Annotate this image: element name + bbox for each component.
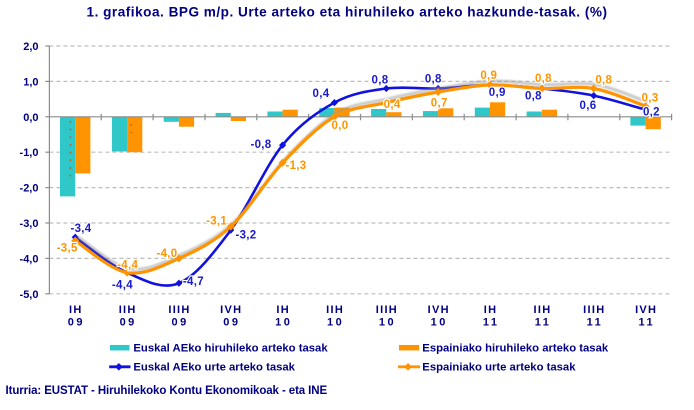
svg-text:2,0: 2,0 [23,41,38,53]
svg-text:IIH: IIH [326,304,344,316]
svg-text:11: 11 [638,317,655,329]
svg-text:1. grafikoa. BPG m/p. Urte art: 1. grafikoa. BPG m/p. Urte arteko eta hi… [87,5,608,20]
svg-text:09: 09 [171,317,188,329]
svg-text:0,8: 0,8 [372,75,389,87]
svg-text:1,0: 1,0 [23,76,38,88]
svg-text:IH: IH [69,304,83,316]
svg-text:0,9: 0,9 [489,87,506,99]
svg-text:11: 11 [535,317,552,329]
svg-text:-3,0: -3,0 [20,218,39,230]
svg-text:IIIH: IIIH [168,304,190,316]
svg-text:09: 09 [120,317,137,329]
svg-text:-3,5: -3,5 [57,243,78,255]
svg-text:-4,4: -4,4 [117,259,138,271]
svg-text:11: 11 [483,317,500,329]
svg-text:0,4: 0,4 [384,99,401,111]
svg-text:0,0: 0,0 [23,112,38,124]
svg-text:Euskal AEko urte arteko tasak: Euskal AEko urte arteko tasak [133,362,295,374]
svg-text:IH: IH [276,304,290,316]
svg-text:-4,4: -4,4 [112,279,133,291]
svg-text:0,8: 0,8 [595,74,612,86]
svg-text:IIIH: IIIH [583,304,605,316]
svg-text:-0,8: -0,8 [250,139,271,151]
svg-text:10: 10 [431,317,448,329]
svg-text:0,3: 0,3 [642,92,659,104]
svg-text:-3,4: -3,4 [70,223,91,235]
svg-text:0,8: 0,8 [535,73,552,85]
svg-text:10: 10 [275,317,292,329]
svg-text:0,2: 0,2 [643,107,660,119]
svg-text:10: 10 [379,317,396,329]
svg-text:0,8: 0,8 [425,73,442,85]
svg-text:-1,3: -1,3 [285,160,306,172]
svg-text:-4,7: -4,7 [183,276,204,288]
svg-text:Espainiako urte arteko tasak: Espainiako urte arteko tasak [422,362,576,374]
svg-text:IVH: IVH [635,304,657,316]
svg-text:IH: IH [484,304,498,316]
svg-text:IIH: IIH [534,304,552,316]
svg-text:11: 11 [587,317,604,329]
svg-text:IVH: IVH [428,304,450,316]
svg-text:Iturria: EUSTAT - Hiruhilekoko: Iturria: EUSTAT - Hiruhilekoko Kontu Eko… [6,385,328,397]
svg-text:-4,0: -4,0 [156,248,177,260]
svg-text:09: 09 [68,317,85,329]
svg-text:-3,1: -3,1 [206,215,227,227]
svg-text:0,6: 0,6 [580,100,597,112]
svg-text:10: 10 [327,317,344,329]
svg-text:09: 09 [223,317,240,329]
svg-text:-4,0: -4,0 [20,253,39,265]
svg-text:Euskal AEko hiruhileko arteko: Euskal AEko hiruhileko arteko tasak [133,343,328,355]
svg-text:-3,2: -3,2 [235,230,256,242]
svg-text:0,0: 0,0 [332,120,349,132]
svg-text:0,4: 0,4 [313,88,330,100]
svg-text:-1,0: -1,0 [20,147,39,159]
svg-text:0,9: 0,9 [480,70,497,82]
svg-text:0,7: 0,7 [431,98,448,110]
svg-text:IIH: IIH [119,304,137,316]
svg-text:-5,0: -5,0 [20,289,39,301]
svg-text:IVH: IVH [220,304,242,316]
svg-text:0,8: 0,8 [525,90,542,102]
svg-text:-2,0: -2,0 [20,183,39,195]
svg-text:IIIH: IIIH [376,304,398,316]
svg-text:Espainiako hiruhileko arteko t: Espainiako hiruhileko arteko tasak [422,343,609,355]
